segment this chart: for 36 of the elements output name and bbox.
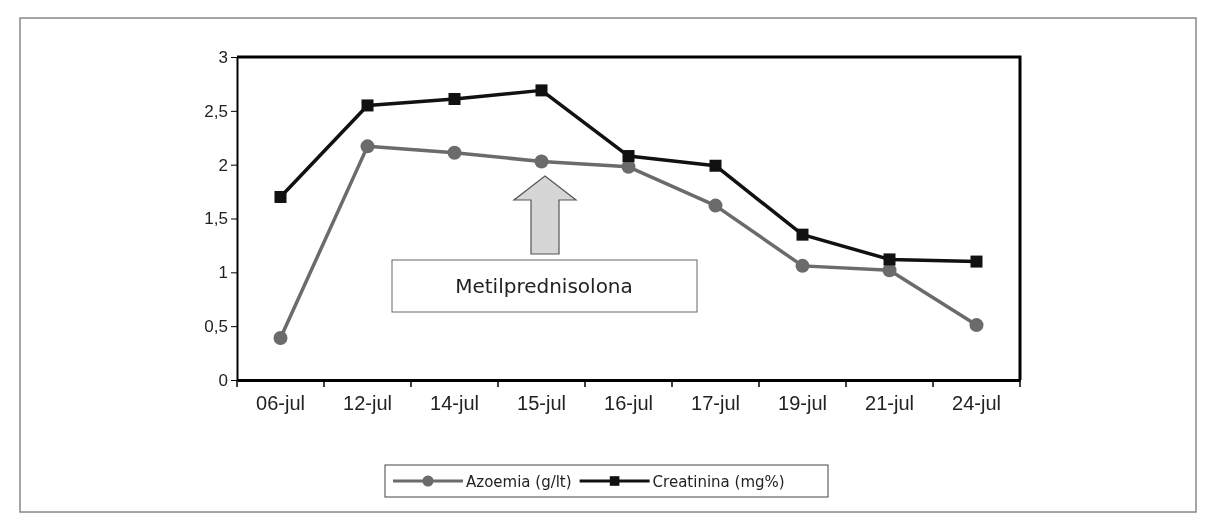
y-tick-label: 2,5 xyxy=(204,101,228,121)
point xyxy=(535,84,548,97)
legend-label: Azoemia (g/lt) xyxy=(466,473,572,491)
point xyxy=(969,318,984,333)
point xyxy=(360,139,375,154)
annotation: Metilprednisolona xyxy=(455,274,633,298)
y-tick-label: 1,5 xyxy=(204,209,228,229)
x-tick-label: 24-jul xyxy=(952,392,1001,415)
point xyxy=(622,150,635,163)
x-tick-label: 12-jul xyxy=(343,392,392,415)
y-tick-label: 0,5 xyxy=(204,317,228,337)
point xyxy=(970,255,983,268)
point xyxy=(273,331,288,346)
y-tick-label: 1 xyxy=(218,263,228,283)
point xyxy=(709,159,722,172)
point xyxy=(448,92,461,105)
x-tick-label: 15-jul xyxy=(517,392,566,415)
legend-label: Creatinina (mg%) xyxy=(652,473,785,491)
y-tick-label: 2 xyxy=(218,155,228,175)
x-tick-label: 16-jul xyxy=(604,392,653,415)
point xyxy=(361,99,374,112)
y-tick-label: 3 xyxy=(218,47,228,67)
x-tick-label: 21-jul xyxy=(865,392,914,415)
point xyxy=(447,145,462,160)
point xyxy=(883,253,896,266)
point xyxy=(795,258,810,273)
point xyxy=(534,154,549,169)
point xyxy=(708,198,723,213)
x-tick-label: 17-jul xyxy=(691,392,740,415)
point xyxy=(274,190,287,203)
x-tick-label: 14-jul xyxy=(430,392,479,415)
point xyxy=(796,228,809,241)
point xyxy=(882,263,897,278)
x-tick-label: 06-jul xyxy=(256,392,305,415)
x-tick-label: 19-jul xyxy=(778,392,827,415)
y-tick-label: 0 xyxy=(218,370,228,390)
